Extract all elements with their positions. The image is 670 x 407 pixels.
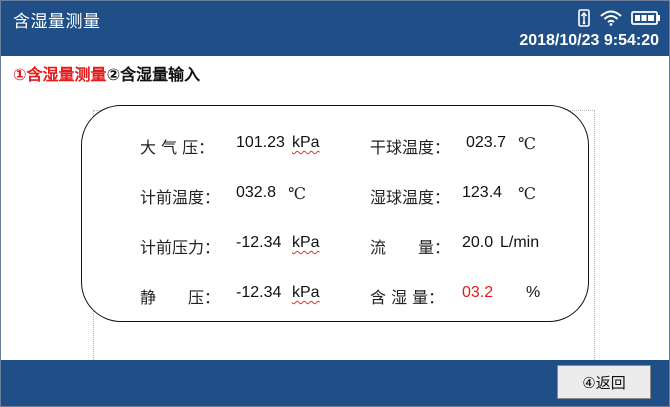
flow-unit: L/min xyxy=(500,234,540,251)
moisture-value: 03.2 xyxy=(462,284,494,301)
static-pressure-unit: kPa xyxy=(292,284,320,301)
usb-icon xyxy=(577,9,591,31)
static-pressure-value: -12.34 xyxy=(236,284,282,301)
flow-label: 流 量： xyxy=(370,238,451,257)
tab-moisture-input[interactable]: ②含湿量输入 xyxy=(106,65,201,84)
page-title: 含湿量测量 xyxy=(13,12,101,32)
wet-bulb-label: 湿球温度： xyxy=(370,188,451,207)
wet-bulb-unit: ℃ xyxy=(518,184,536,203)
reading-row: 计前温度： 032.8 ℃ 湿球温度： 123.4 ℃ xyxy=(82,184,588,208)
meter-temp-unit: ℃ xyxy=(288,184,306,203)
header-bar: 含湿量测量 xyxy=(1,1,669,56)
readings-panel: 大 气 压： 101.23 kPa 干球温度： 023.7 ℃ 计前温度： 03… xyxy=(81,105,589,322)
status-icons xyxy=(577,9,661,31)
tab-moisture-measure[interactable]: ①含湿量测量 xyxy=(13,65,107,84)
meter-pressure-value: -12.34 xyxy=(236,234,282,251)
meter-pressure-label: 计前压力： xyxy=(140,238,221,257)
reading-row: 大 气 压： 101.23 kPa 干球温度： 023.7 ℃ xyxy=(82,134,588,158)
moisture-unit: % xyxy=(526,284,541,301)
meter-temp-value: 032.8 xyxy=(236,184,277,201)
reading-row: 计前压力： -12.34 kPa 流 量： 20.0 L/min xyxy=(82,234,588,258)
footer-bar: ④返回 xyxy=(1,360,669,406)
meter-pressure-unit: kPa xyxy=(292,234,320,251)
atm-pressure-label: 大 气 压： xyxy=(140,138,215,157)
atm-pressure-unit: kPa xyxy=(292,134,320,151)
static-pressure-label: 静 压： xyxy=(140,288,221,307)
atm-pressure-value: 101.23 xyxy=(236,134,285,151)
moisture-label: 含 湿 量： xyxy=(370,288,445,307)
dry-bulb-value: 023.7 xyxy=(466,134,507,151)
battery-icon xyxy=(631,10,661,30)
wet-bulb-value: 123.4 xyxy=(462,184,503,201)
back-button[interactable]: ④返回 xyxy=(557,365,651,399)
datetime-display: 2018/10/23 9:54:20 xyxy=(519,32,659,49)
wifi-icon xyxy=(600,10,622,30)
dry-bulb-unit: ℃ xyxy=(518,134,536,153)
flow-value: 20.0 xyxy=(462,234,494,251)
dry-bulb-label: 干球温度： xyxy=(370,138,451,157)
reading-row: 静 压： -12.34 kPa 含 湿 量： 03.2 % xyxy=(82,284,588,308)
meter-temp-label: 计前温度： xyxy=(140,188,221,207)
step-tabs: ①含湿量测量②含湿量输入 xyxy=(13,61,200,85)
